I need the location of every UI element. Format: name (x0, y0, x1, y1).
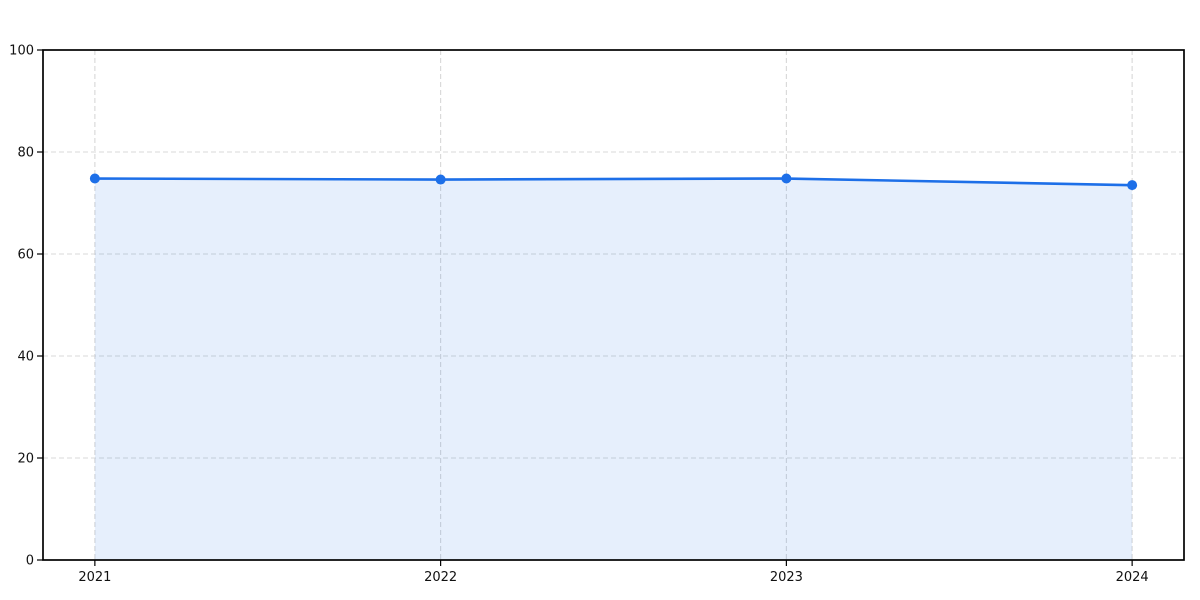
data-point-2022 (435, 174, 446, 185)
y-tick-label: 80 (17, 146, 34, 161)
x-tick-label: 2022 (424, 570, 457, 585)
x-tick-label: 2024 (1116, 570, 1149, 585)
x-tick-label: 2021 (78, 570, 111, 585)
plot-border (42, 49, 1185, 561)
y-tick-label: 60 (17, 248, 34, 263)
data-point-2024 (1127, 180, 1138, 191)
y-tick-label: 40 (17, 350, 34, 365)
y-tick-label: 20 (17, 452, 34, 467)
area-fill (94, 178, 1133, 560)
y-tick-label: 100 (9, 44, 34, 59)
trend-line (93, 177, 1134, 187)
y-tick-label: 0 (26, 554, 34, 569)
x-tick-label: 2023 (770, 570, 803, 585)
data-point-2023 (781, 173, 792, 184)
data-point-2021 (89, 173, 100, 184)
